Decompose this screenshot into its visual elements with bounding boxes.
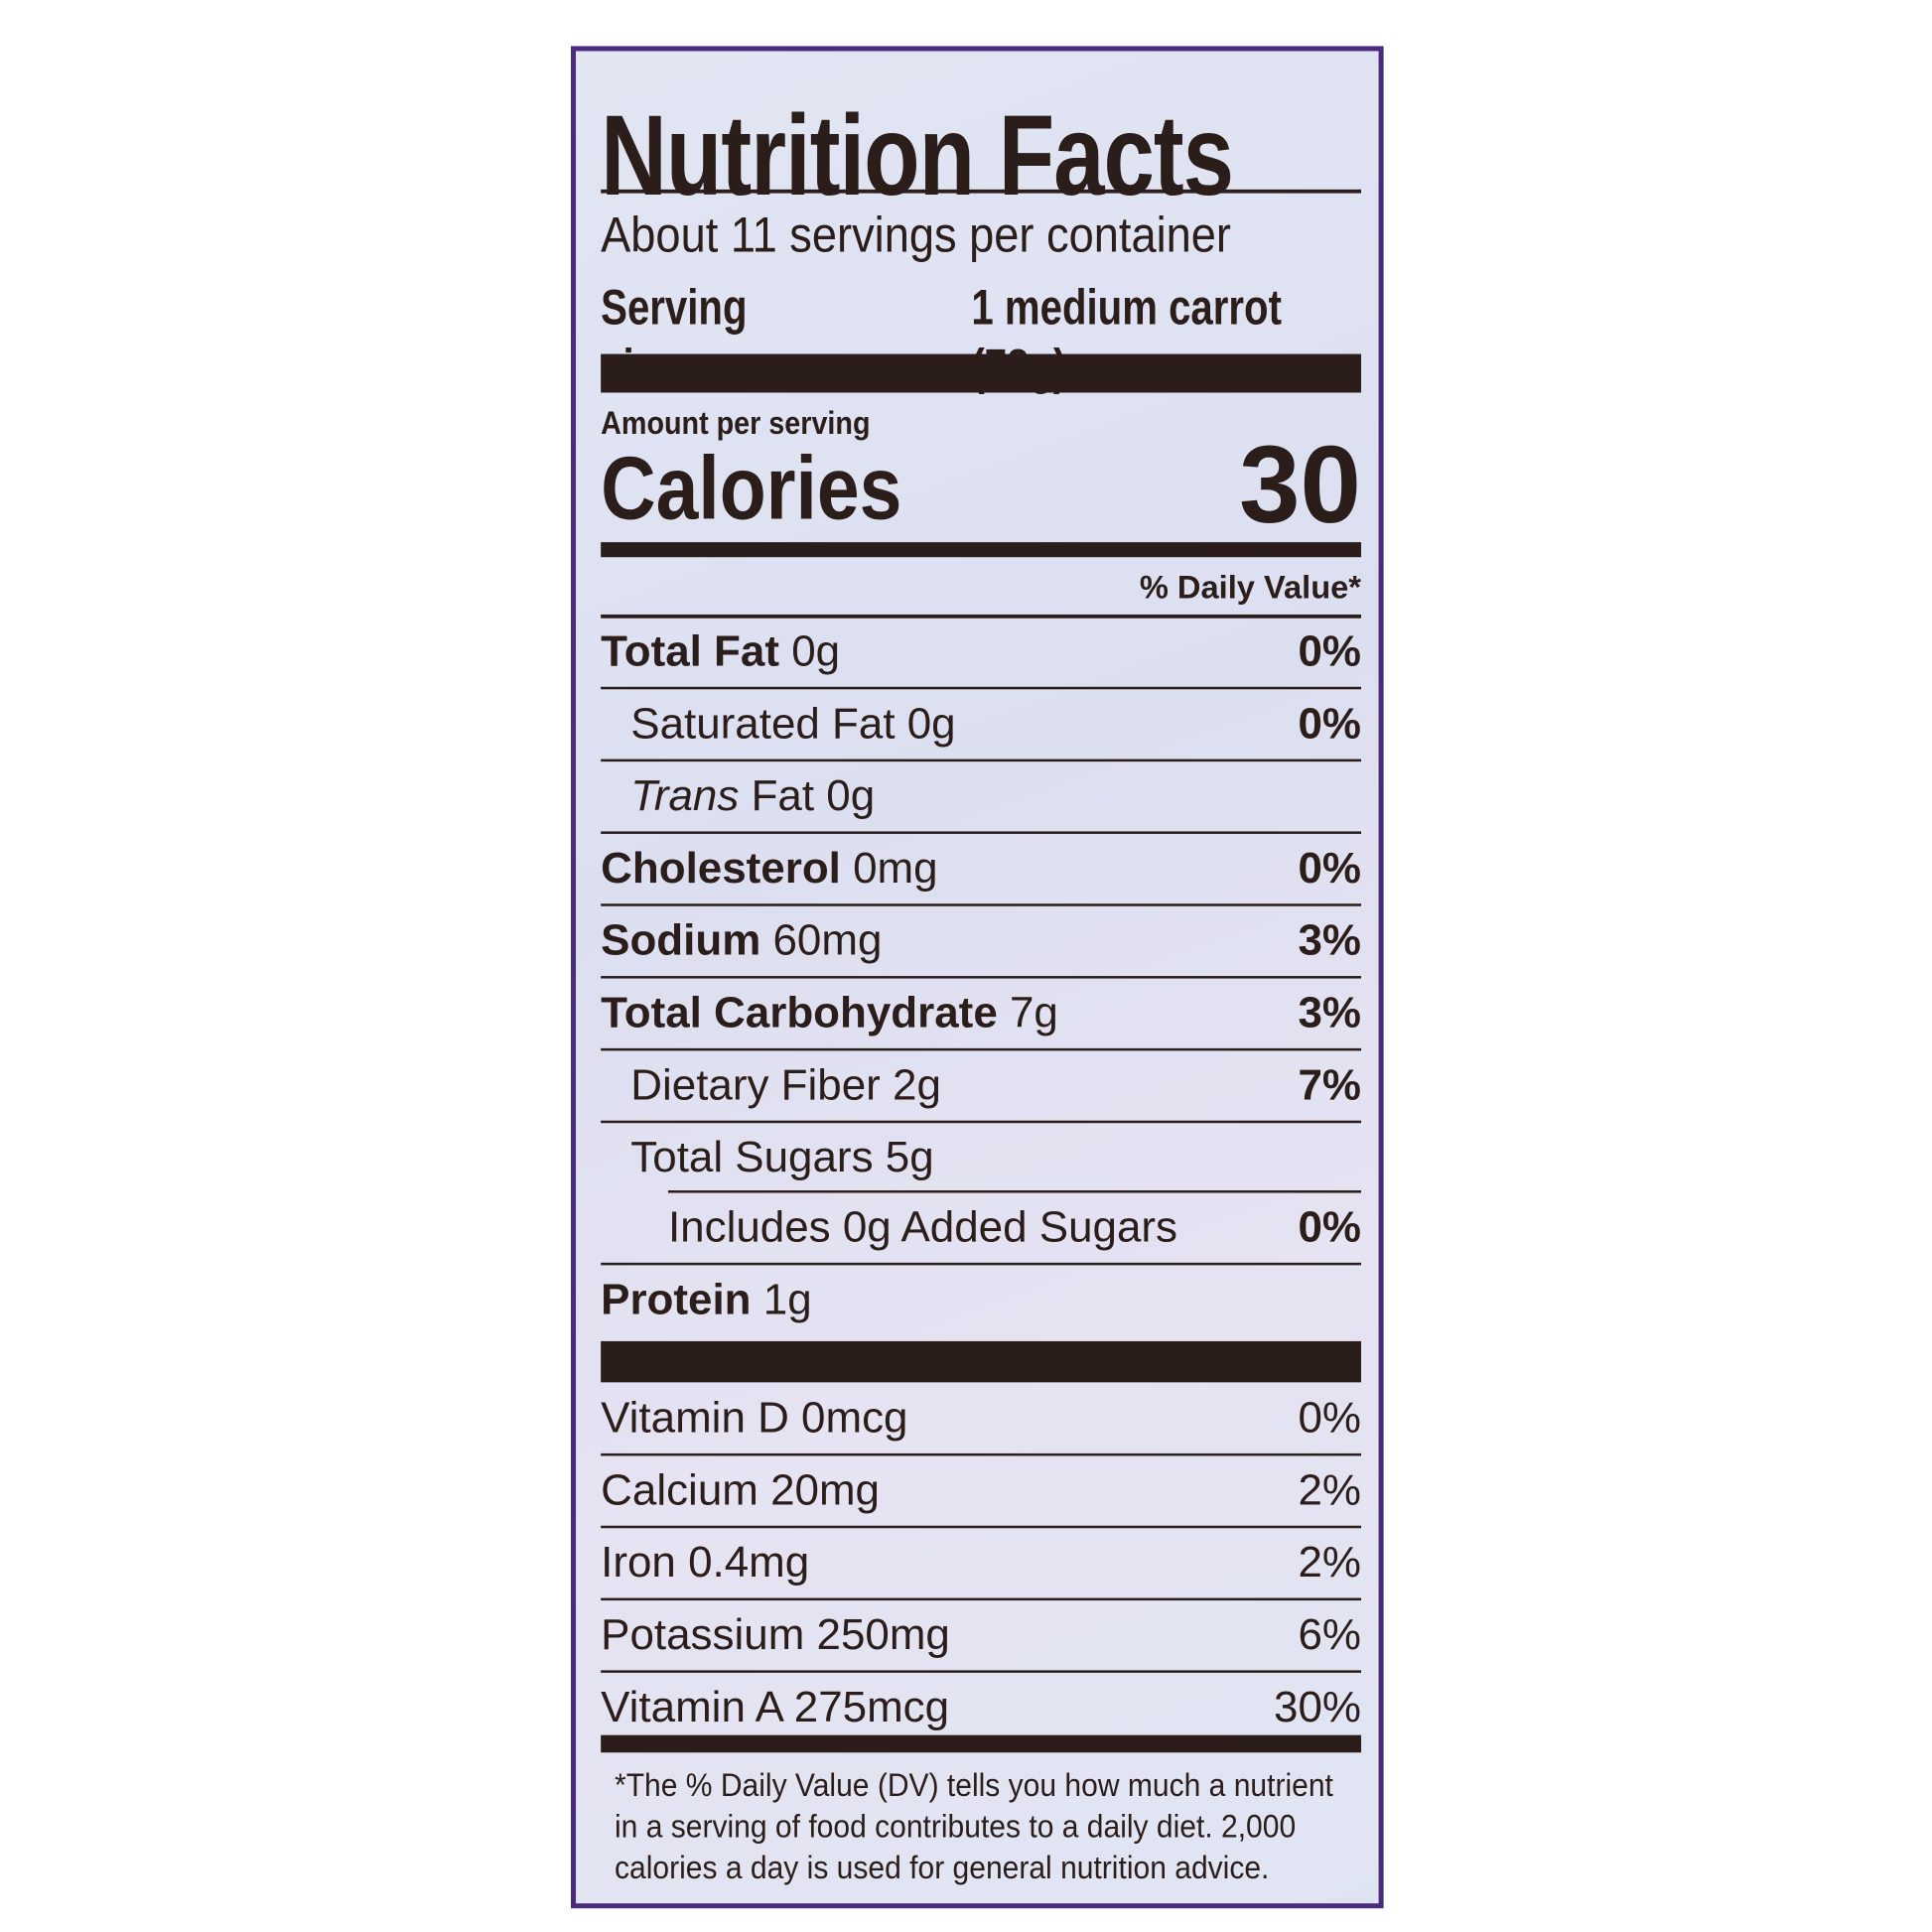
calories-row: Calories 30 bbox=[601, 425, 1361, 540]
daily-value-footnote: *The % Daily Value (DV) tells you how mu… bbox=[615, 1766, 1333, 1886]
medium-divider bbox=[601, 542, 1362, 558]
medium-divider bbox=[601, 1734, 1362, 1753]
calories-value: 30 bbox=[1239, 422, 1362, 546]
vitamin-list: Vitamin D 0mcg 0% Calcium 20mg 2% Iron 0.4… bbox=[601, 1384, 1362, 1743]
vitamin-row-vitamin-a: Vitamin A 275mcg 30% bbox=[601, 1682, 1362, 1731]
thick-divider bbox=[601, 1340, 1362, 1383]
nutrient-row-sodium: Sodium 60mg 3% bbox=[601, 906, 1362, 979]
nutrient-row-cholesterol: Cholesterol 0mg 0% bbox=[601, 834, 1362, 906]
divider bbox=[601, 614, 1362, 619]
nutrient-row-total-carbohydrate: Total Carbohydrate 7g 3% bbox=[601, 979, 1362, 1051]
vitamin-row-vitamin-d: Vitamin D 0mcg 0% bbox=[601, 1384, 1362, 1456]
nutrient-row-trans-fat: Trans Fat 0g bbox=[601, 761, 1362, 834]
nutrient-row-saturated-fat: Saturated Fat 0g 0% bbox=[601, 689, 1362, 762]
daily-value-header: % Daily Value* bbox=[1139, 568, 1362, 607]
servings-per-container: About 11 servings per container bbox=[601, 207, 1231, 263]
nutrient-row-total-sugars: Total Sugars 5g bbox=[601, 1123, 1362, 1193]
nutrient-row-dietary-fiber: Dietary Fiber 2g 7% bbox=[601, 1050, 1362, 1124]
nutrient-row-added-sugars: Includes 0g Added Sugars 0% bbox=[601, 1193, 1362, 1266]
nutrition-facts-label: Nutrition Facts About 11 servings per co… bbox=[571, 46, 1384, 1909]
nutrient-list: Total Fat 0g 0% Saturated Fat 0g 0% Trans … bbox=[601, 617, 1362, 1334]
vitamin-row-calcium: Calcium 20mg 2% bbox=[601, 1455, 1362, 1529]
thick-divider bbox=[601, 353, 1362, 393]
nutrient-row-protein: Protein 1g bbox=[601, 1275, 812, 1324]
nutrient-row-total-fat: Total Fat 0g 0% bbox=[601, 617, 1362, 690]
vitamin-row-potassium: Potassium 250mg 6% bbox=[601, 1600, 1362, 1673]
amount-per-serving: Amount per serving bbox=[601, 403, 871, 442]
calories-label: Calories bbox=[601, 438, 902, 539]
divider bbox=[601, 189, 1362, 194]
label-title: Nutrition Facts bbox=[601, 91, 1234, 219]
vitamin-row-iron: Iron 0.4mg 2% bbox=[601, 1528, 1362, 1601]
